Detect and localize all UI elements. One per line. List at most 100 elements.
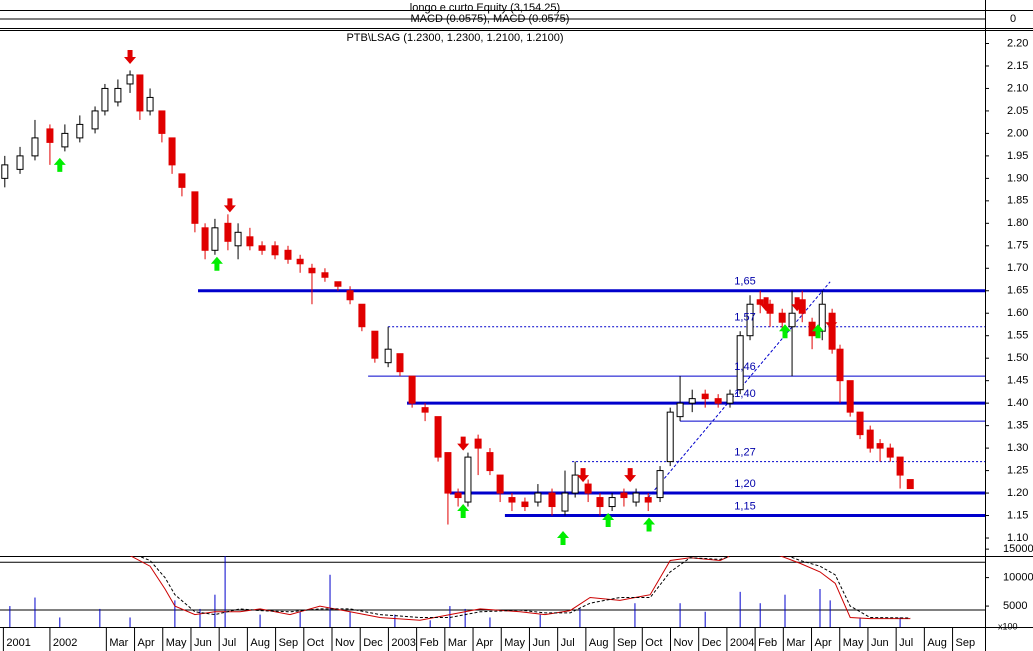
x-tick-label: Apr [138, 637, 155, 649]
oscillator-line [137, 556, 911, 619]
y-tick-label: 1.75 [1007, 240, 1028, 252]
sell-arrow [223, 198, 236, 213]
candle-body [876, 443, 884, 449]
candle-body [224, 222, 232, 242]
buy-arrow [210, 256, 223, 271]
x-tick-label: Feb [758, 637, 777, 649]
y-tick-label: 1.65 [1007, 285, 1028, 297]
candle-body [596, 497, 604, 508]
y-tick-label: 1.15 [1007, 509, 1028, 521]
x-tick-label: Mar [109, 637, 128, 649]
x-tick-label: May [843, 637, 864, 649]
candle-body [521, 501, 529, 508]
x-tick-label: Jun [532, 637, 550, 649]
candle-body [886, 447, 894, 458]
level-label: 1,40 [734, 388, 755, 400]
y-tick-label: 10000 [1003, 572, 1033, 584]
candle-body [584, 483, 592, 494]
candle-body [561, 492, 569, 512]
candle-body [736, 335, 744, 391]
x-tick-label: Mar [786, 637, 805, 649]
sell-arrow [457, 436, 470, 451]
candle-body [396, 353, 404, 373]
y-tick-label: 1.45 [1007, 375, 1028, 387]
candle-body [486, 452, 494, 472]
candle-body [234, 231, 242, 247]
candle-body [421, 407, 429, 413]
candle-body [632, 492, 640, 503]
y-tick-label: 2.15 [1007, 60, 1028, 72]
candle-body [61, 132, 69, 148]
candle-body [644, 497, 652, 503]
candle-body [308, 267, 316, 274]
candle-body [856, 411, 864, 436]
sell-arrow [760, 297, 773, 312]
buy-arrow [643, 517, 656, 532]
y-tick-label: 1.70 [1007, 262, 1028, 274]
unit-label: x100 [998, 621, 1018, 631]
volume-area [0, 556, 985, 627]
y-tick-label: 1.85 [1007, 195, 1028, 207]
candle-body [91, 110, 99, 130]
y-tick-label: 1.40 [1007, 397, 1028, 409]
candle-body [746, 303, 754, 337]
candle-body [346, 290, 354, 301]
y-tick-label: 1.60 [1007, 307, 1028, 319]
buy-arrow [602, 513, 615, 528]
x-tick-label: Aug [927, 637, 947, 649]
candle-body [534, 492, 542, 503]
x-tick-label: Aug [250, 637, 270, 649]
indicator-title: longo e curto Equity (3,154.25) [410, 2, 560, 14]
candle-body [271, 245, 279, 256]
candle-body [701, 393, 709, 400]
x-tick-label: Aug [589, 637, 609, 649]
candle-body [866, 429, 874, 449]
sell-arrow [124, 49, 137, 64]
x-tick-label: Dec [363, 637, 383, 649]
candle-body [408, 375, 416, 404]
sell-arrow [624, 468, 637, 483]
x-tick-label: May [504, 637, 525, 649]
candle-body [896, 456, 904, 476]
x-tick-label: Jun [871, 637, 889, 649]
candle-body [334, 281, 342, 287]
candle-body [246, 236, 254, 247]
candle-body [474, 438, 482, 449]
x-tick-label: Jul [561, 637, 575, 649]
y-tick-label: 0 [1010, 13, 1016, 25]
y-tick-label: 1.25 [1007, 464, 1028, 476]
x-tick-label: 2004 [730, 637, 754, 649]
candle-body [296, 258, 304, 265]
candle-body [16, 155, 24, 170]
candle-body [31, 137, 39, 157]
y-tick-label: 1.20 [1007, 487, 1028, 499]
y-tick-label: 1.80 [1007, 217, 1028, 229]
candle-body [126, 74, 134, 85]
x-tick-label: Apr [476, 637, 493, 649]
x-tick-label: Oct [307, 637, 324, 649]
candle-body [434, 416, 442, 458]
y-tick-label: 1.50 [1007, 352, 1028, 364]
x-tick-label: Sep [617, 637, 637, 649]
candle-body [620, 492, 628, 499]
candle-body [496, 474, 504, 494]
candle-body [258, 245, 266, 251]
sell-arrow [825, 315, 838, 330]
y-tick-label: 2.20 [1007, 37, 1028, 49]
buy-arrow [779, 324, 792, 339]
candle-body [201, 227, 209, 251]
candle-body [321, 272, 329, 278]
x-tick-label: Sep [956, 637, 976, 649]
candle-body [76, 123, 84, 139]
candle-body [836, 348, 844, 382]
candle-body [168, 137, 176, 166]
level-label: 1,20 [734, 478, 755, 490]
candle-body [114, 87, 122, 103]
candle-body [454, 492, 462, 499]
level-label: 1,46 [734, 361, 755, 373]
candle-body [828, 312, 836, 350]
oscillator-line [129, 556, 911, 621]
candle-body [136, 74, 144, 112]
candle-body [756, 299, 764, 305]
